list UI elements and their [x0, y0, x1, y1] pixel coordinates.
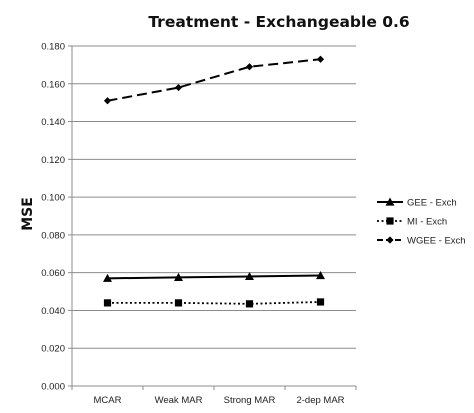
y-tick-label: 0.060 — [41, 268, 65, 279]
data-point — [245, 271, 254, 281]
data-point — [316, 55, 325, 63]
legend-label: MI - Exch — [407, 217, 447, 228]
data-point — [316, 298, 325, 306]
data-point — [245, 63, 254, 71]
series-2 — [103, 298, 325, 308]
y-tick-label: 0.180 — [41, 42, 65, 53]
y-tick-label: 0.040 — [41, 306, 65, 317]
x-tick-label: MCAR — [94, 395, 122, 406]
legend-label: GEE - Exch — [407, 198, 457, 209]
data-point — [174, 83, 183, 92]
data-point — [103, 299, 112, 307]
data-point — [103, 97, 112, 105]
legend-item: GEE - Exch — [377, 197, 457, 209]
series-line — [107, 301, 321, 305]
legend-item: WGEE - Exch — [377, 236, 466, 247]
x-tick-label: 2-dep MAR — [296, 395, 344, 406]
data-point — [245, 300, 254, 308]
legend-marker — [386, 236, 394, 244]
data-point — [174, 299, 183, 307]
series-line — [107, 58, 321, 102]
gridlines — [72, 45, 356, 349]
y-tick-label: 0.140 — [41, 117, 65, 128]
data-point — [316, 271, 325, 280]
y-tick-label: 0.020 — [41, 344, 65, 355]
data-point — [103, 273, 112, 282]
series-3 — [103, 55, 325, 105]
legend-label: WGEE - Exch — [407, 236, 466, 247]
legend-marker — [385, 197, 395, 206]
data-point — [174, 272, 183, 281]
series-line — [107, 274, 321, 280]
series-1 — [103, 271, 325, 282]
legend-marker — [386, 217, 394, 225]
y-axis-label: MSE — [20, 197, 36, 231]
axes: 0.000 0.020 0.040 0.060 0.080 0.100 0.120 0.140… — [41, 42, 357, 406]
legend-item: MI - Exch — [377, 217, 447, 228]
y-tick-label: 0.160 — [41, 79, 65, 90]
legend: GEE - Exch MI - Exch WGEE - Exch — [377, 197, 466, 247]
series-group — [103, 55, 325, 308]
y-tick-label: 0.000 — [41, 382, 65, 393]
x-tick-label: Weak MAR — [155, 395, 203, 406]
y-tick-label: 0.120 — [41, 155, 65, 166]
y-tick-label: 0.100 — [41, 193, 65, 204]
x-tick-label: Strong MAR — [224, 395, 276, 406]
y-tick-label: 0.080 — [41, 230, 65, 241]
chart-title: Treatment - Exchangeable 0.6 — [148, 13, 409, 31]
